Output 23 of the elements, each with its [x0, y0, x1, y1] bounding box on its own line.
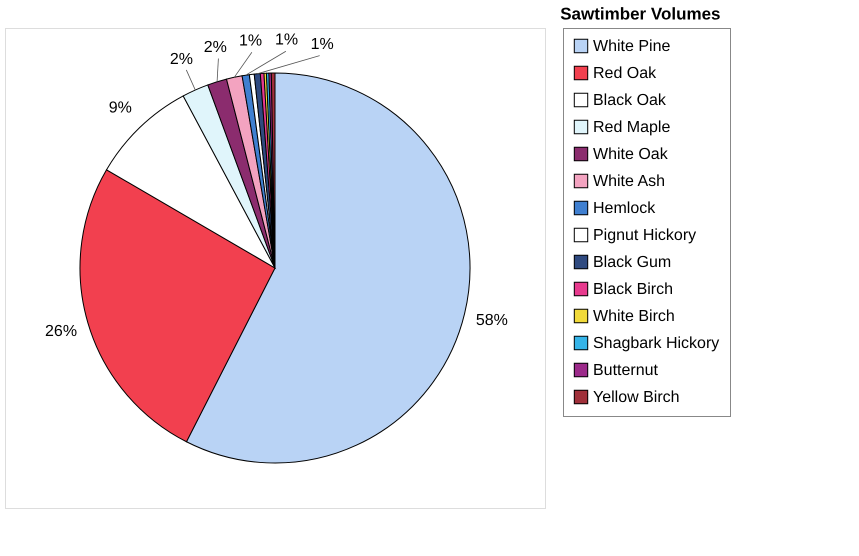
legend-label: White Ash	[593, 173, 666, 190]
data-label: 58%	[476, 312, 508, 330]
data-label: 1%	[274, 31, 298, 48]
legend-label: White Pine	[593, 38, 670, 55]
data-label: 1%	[239, 32, 262, 50]
data-label: 2%	[170, 50, 193, 68]
data-label: 2%	[204, 38, 227, 56]
chart-title: Sawtimber Volumes	[560, 4, 720, 24]
legend-label: White Oak	[593, 146, 669, 163]
legend-label: Yellow Birch	[593, 389, 680, 406]
data-label: 26%	[45, 322, 78, 340]
legend-label: Shagbark Hickory	[593, 335, 720, 352]
legend-label: Black Gum	[593, 254, 672, 271]
legend-label: Black Oak	[593, 92, 667, 109]
data-label: 1%	[310, 36, 334, 53]
legend-label: Pignut Hickory	[593, 227, 696, 244]
legend-label: Butternut	[593, 362, 658, 379]
data-label: 9%	[108, 99, 132, 116]
legend-label: Red Oak	[593, 65, 658, 82]
legend-label: Red Maple	[593, 119, 670, 136]
legend-label: Black Birch	[593, 281, 674, 298]
legend-label: Hemlock	[593, 200, 656, 217]
legend-label: White Birch	[593, 308, 675, 325]
